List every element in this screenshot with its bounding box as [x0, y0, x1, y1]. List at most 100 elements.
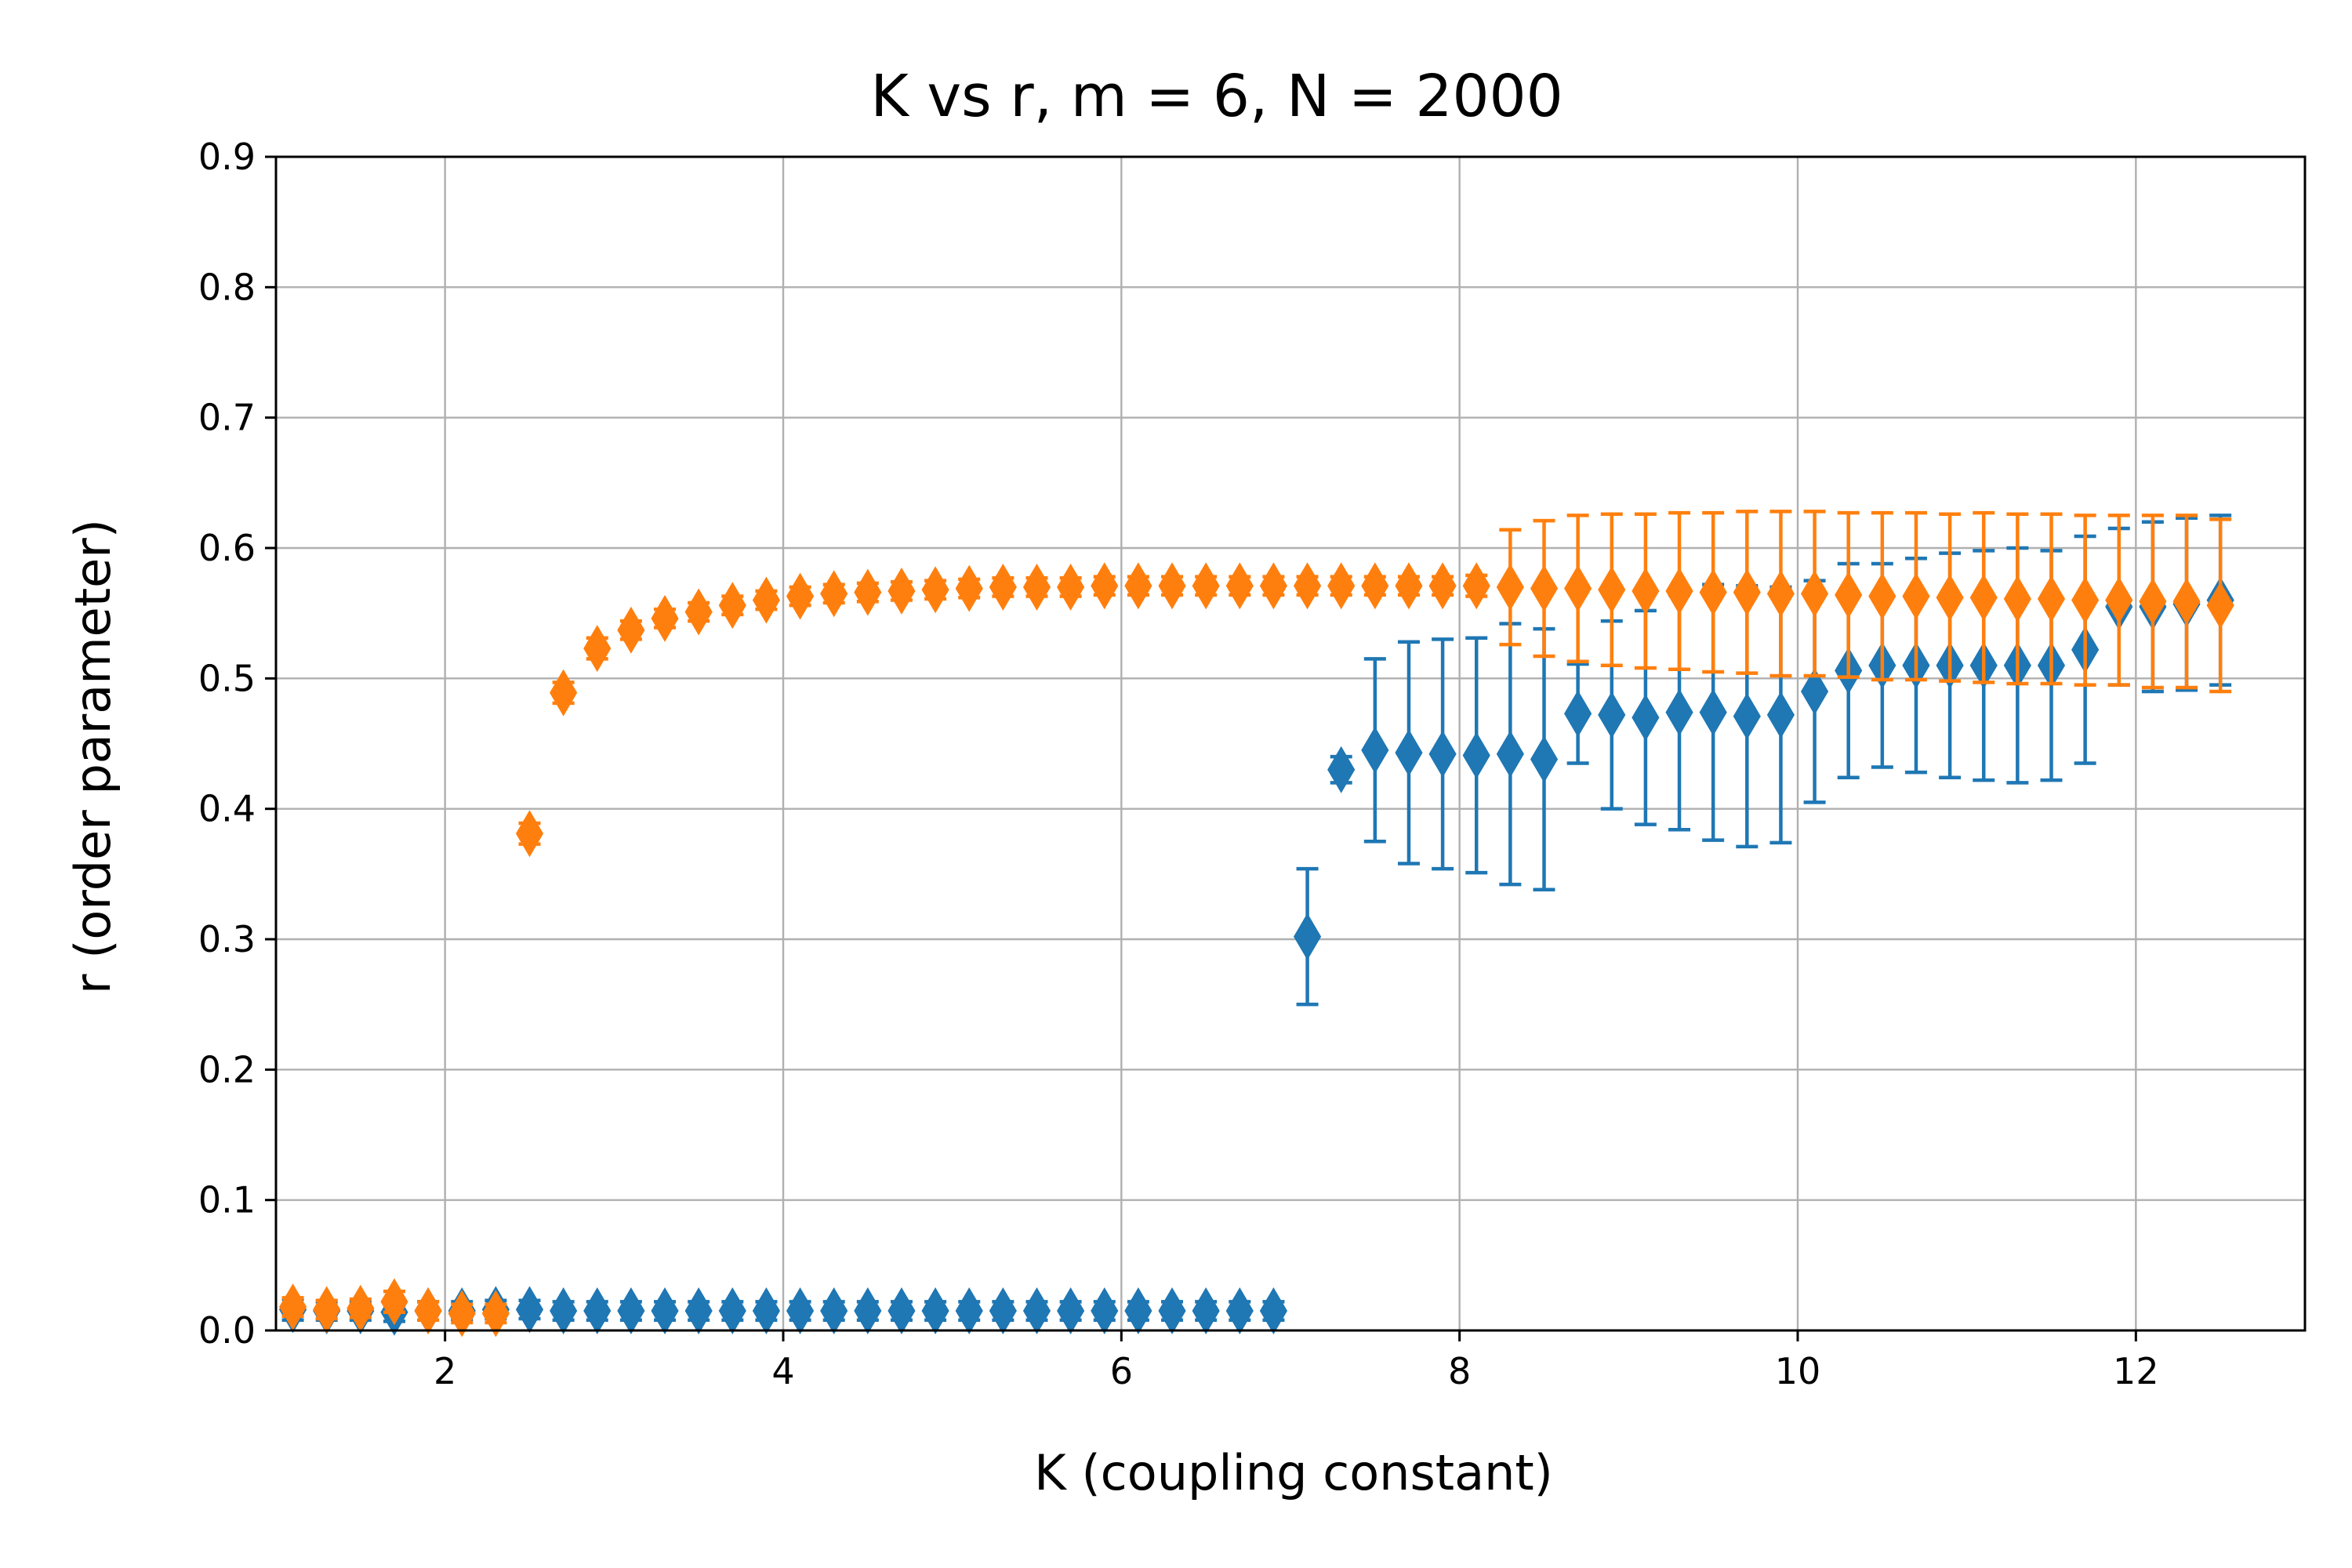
data-point	[448, 1290, 476, 1338]
data-point	[414, 1287, 442, 1335]
data-point	[1800, 570, 1829, 618]
data-point	[887, 1287, 916, 1335]
data-point	[481, 1290, 510, 1338]
x-tick-label: 12	[2113, 1350, 2159, 1392]
data-point	[651, 594, 679, 642]
y-tick-label: 0.6	[198, 527, 256, 569]
y-tick-label: 0.0	[198, 1309, 256, 1352]
data-point	[989, 563, 1017, 611]
data-point	[313, 1286, 341, 1334]
x-tick-label: 4	[771, 1350, 794, 1392]
data-point	[1225, 562, 1254, 610]
data-point	[617, 1287, 645, 1335]
data-point	[515, 810, 544, 858]
data-point	[1124, 1287, 1152, 1335]
data-point	[1293, 913, 1322, 960]
data-point	[1327, 746, 1356, 793]
data-point	[1395, 729, 1423, 777]
x-tick-label: 6	[1110, 1350, 1133, 1392]
data-point	[1969, 574, 1998, 622]
data-point	[583, 625, 612, 673]
data-point	[1225, 1287, 1254, 1335]
data-point	[380, 1278, 408, 1326]
data-point	[1361, 562, 1389, 610]
data-point	[550, 669, 578, 717]
data-point	[1124, 562, 1152, 610]
y-tick-label: 0.5	[198, 657, 256, 699]
data-point	[1632, 567, 1660, 615]
data-point	[854, 568, 882, 616]
data-point	[2172, 578, 2201, 626]
data-point	[515, 1286, 544, 1334]
data-point	[2105, 576, 2133, 624]
data-point	[1733, 692, 1761, 740]
data-point	[1462, 562, 1490, 610]
data-point	[1091, 1287, 1119, 1335]
data-point	[1428, 730, 1457, 778]
data-point	[1800, 667, 1829, 715]
data-point	[1530, 735, 1559, 783]
data-point	[583, 1287, 612, 1335]
data-point	[1598, 566, 1626, 614]
data-point	[1564, 690, 1592, 738]
x-axis-label: K (coupling constant)	[1034, 1444, 1553, 1501]
data-point	[1766, 570, 1795, 618]
gridlines	[276, 155, 2305, 1332]
data-point	[1022, 1287, 1051, 1335]
data-point	[1259, 562, 1288, 610]
data-point	[1665, 688, 1693, 736]
series-layer	[278, 510, 2234, 1338]
data-point	[1699, 688, 1727, 736]
y-tick-label: 0.3	[198, 918, 256, 960]
data-point	[921, 1287, 949, 1335]
data-point	[887, 567, 916, 615]
data-point	[1428, 562, 1457, 610]
y-tick-label: 0.7	[198, 397, 256, 439]
data-point	[1530, 564, 1559, 612]
data-point	[718, 1287, 746, 1335]
data-point	[1564, 564, 1592, 612]
data-point	[2003, 575, 2031, 622]
data-point	[1835, 571, 1863, 619]
y-tick-label: 0.4	[198, 788, 256, 830]
series-2	[278, 510, 2234, 1338]
y-tick-label: 0.2	[198, 1048, 256, 1091]
y-axis-label: r (order parameter)	[64, 519, 122, 994]
data-point	[989, 1287, 1017, 1335]
data-point	[1496, 563, 1524, 611]
data-point	[651, 1287, 679, 1335]
data-point	[820, 1287, 848, 1335]
data-point	[1462, 731, 1490, 779]
x-tick-label: 10	[1775, 1350, 1821, 1392]
data-point	[752, 1287, 781, 1335]
axis-ticks: 2 4 6 8 10 12 0.0 0.1 0.2 0.3 0.4 0.5 0.6 0.7 0.8 0.9	[198, 136, 2159, 1392]
plot-frame	[274, 155, 2307, 1332]
y-tick-label: 0.8	[198, 266, 256, 308]
data-point	[1158, 1287, 1186, 1335]
data-point	[1293, 562, 1322, 610]
x-tick-label: 8	[1448, 1350, 1471, 1392]
data-point	[718, 582, 746, 630]
data-point	[2139, 578, 2167, 626]
data-point	[2037, 575, 2066, 622]
data-point	[1057, 563, 1085, 611]
chart-title: K vs r, m = 6, N = 2000	[870, 63, 1563, 130]
data-point	[854, 1287, 882, 1335]
data-point	[550, 1287, 578, 1335]
data-point	[786, 1287, 815, 1335]
data-point	[1259, 1287, 1288, 1335]
data-point	[955, 1287, 983, 1335]
data-point	[820, 570, 848, 618]
data-point	[1902, 572, 1930, 620]
data-point	[752, 576, 781, 624]
data-point	[1057, 1287, 1085, 1335]
data-point	[1766, 691, 1795, 739]
data-point	[2071, 576, 2100, 624]
data-point	[1361, 726, 1389, 774]
data-point	[684, 1287, 713, 1335]
data-point	[1091, 562, 1119, 610]
data-point	[955, 564, 983, 612]
data-point	[1158, 562, 1186, 610]
